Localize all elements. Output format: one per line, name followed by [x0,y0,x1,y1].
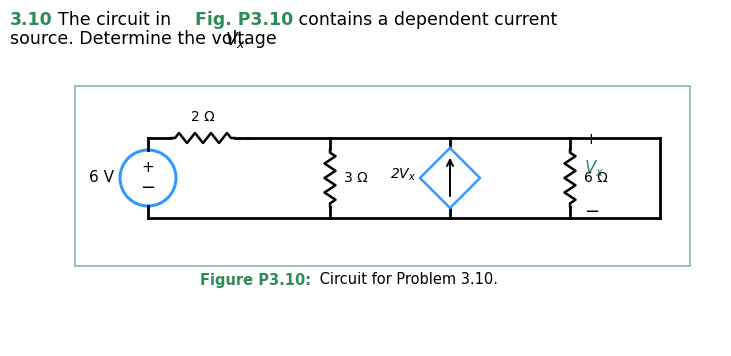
Text: 2 Ω: 2 Ω [191,110,215,124]
Text: Fig. P3.10: Fig. P3.10 [195,11,293,29]
Text: contains a dependent current: contains a dependent current [293,11,557,29]
Bar [75,86,690,266]
Text: .: . [243,30,249,48]
Text: −: − [584,203,599,221]
Text: 3.10: 3.10 [10,11,53,29]
Text: 2$V_x$: 2$V_x$ [390,167,416,183]
Text: 3 Ω: 3 Ω [344,171,368,185]
Text: −: − [140,179,156,197]
Text: +: + [584,132,596,147]
Text: $V_x$: $V_x$ [225,30,246,50]
Text: 6 V: 6 V [89,171,114,185]
Text: 6 Ω: 6 Ω [584,171,608,185]
Text: source. Determine the voltage: source. Determine the voltage [10,30,282,48]
Text: Circuit for Problem 3.10.: Circuit for Problem 3.10. [315,272,498,288]
Text: Figure P3.10:: Figure P3.10: [200,272,311,288]
Text: +: + [142,159,154,174]
Text: $V_x$: $V_x$ [584,158,605,178]
Text: The circuit in: The circuit in [58,11,177,29]
